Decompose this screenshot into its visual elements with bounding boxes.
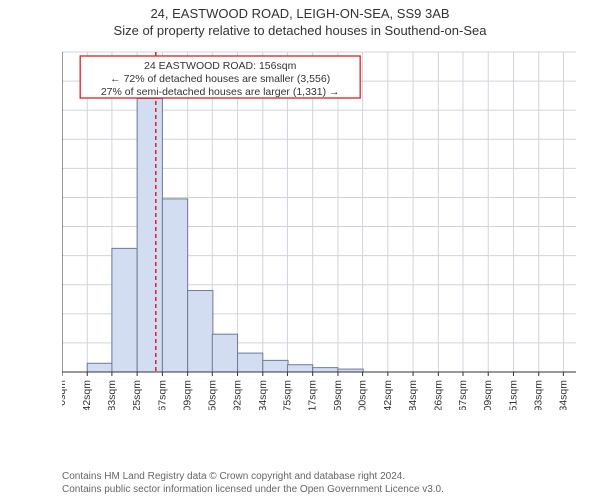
x-tick-label: 292sqm [232, 380, 244, 410]
histogram-bar [313, 368, 338, 372]
histogram-bar [87, 363, 112, 372]
x-tick-label: 459sqm [332, 380, 344, 410]
x-tick-label: 834sqm [557, 380, 569, 410]
chart-container: 24, EASTWOOD ROAD, LEIGH-ON-SEA, SS9 3AB… [0, 0, 600, 500]
x-tick-label: 42sqm [81, 380, 93, 410]
x-tick-label: 500sqm [357, 380, 369, 410]
x-tick-label: 0sqm [62, 380, 68, 406]
x-tick-label: 167sqm [156, 380, 168, 410]
x-tick-label: 83sqm [106, 380, 118, 410]
histogram-bar [238, 353, 263, 372]
histogram-plot: 0200400600800100012001400160018002000220… [62, 44, 582, 410]
histogram-bar [263, 360, 288, 372]
annotation-line: 27% of semi-detached houses are larger (… [101, 86, 340, 98]
x-tick-label: 667sqm [457, 380, 469, 410]
histogram-bar [188, 291, 213, 372]
x-tick-label: 793sqm [533, 380, 545, 410]
x-tick-label: 209sqm [182, 380, 194, 410]
x-tick-label: 417sqm [307, 380, 319, 410]
x-tick-label: 626sqm [432, 380, 444, 410]
x-tick-label: 250sqm [206, 380, 218, 410]
annotation-line: 24 EASTWOOD ROAD: 156sqm [144, 60, 297, 72]
histogram-bar [212, 334, 237, 372]
caption-line2: Contains public sector information licen… [62, 483, 444, 496]
x-tick-label: 751sqm [507, 380, 519, 410]
annotation-line: ← 72% of detached houses are smaller (3,… [110, 73, 330, 85]
x-tick-label: 375sqm [281, 380, 293, 410]
x-axis: 0sqm 42sqm 83sqm 125sqm 167sqm 209sqm 250sqm 29… [62, 372, 569, 410]
histogram-bar [162, 199, 187, 372]
x-tick-label: 584sqm [407, 380, 419, 410]
histogram-bar [287, 365, 312, 372]
x-tick-label: 542sqm [382, 380, 394, 410]
chart-title-line2: Size of property relative to detached ho… [0, 23, 600, 38]
caption-line1: Contains HM Land Registry data © Crown c… [62, 470, 444, 483]
x-tick-label: 709sqm [482, 380, 494, 410]
histogram-bar [112, 248, 137, 372]
x-tick-label: 125sqm [131, 380, 143, 410]
attribution-caption: Contains HM Land Registry data © Crown c… [62, 470, 444, 496]
x-tick-label: 334sqm [257, 380, 269, 410]
histogram-bar [137, 99, 162, 372]
chart-title-line1: 24, EASTWOOD ROAD, LEIGH-ON-SEA, SS9 3AB [0, 6, 600, 21]
